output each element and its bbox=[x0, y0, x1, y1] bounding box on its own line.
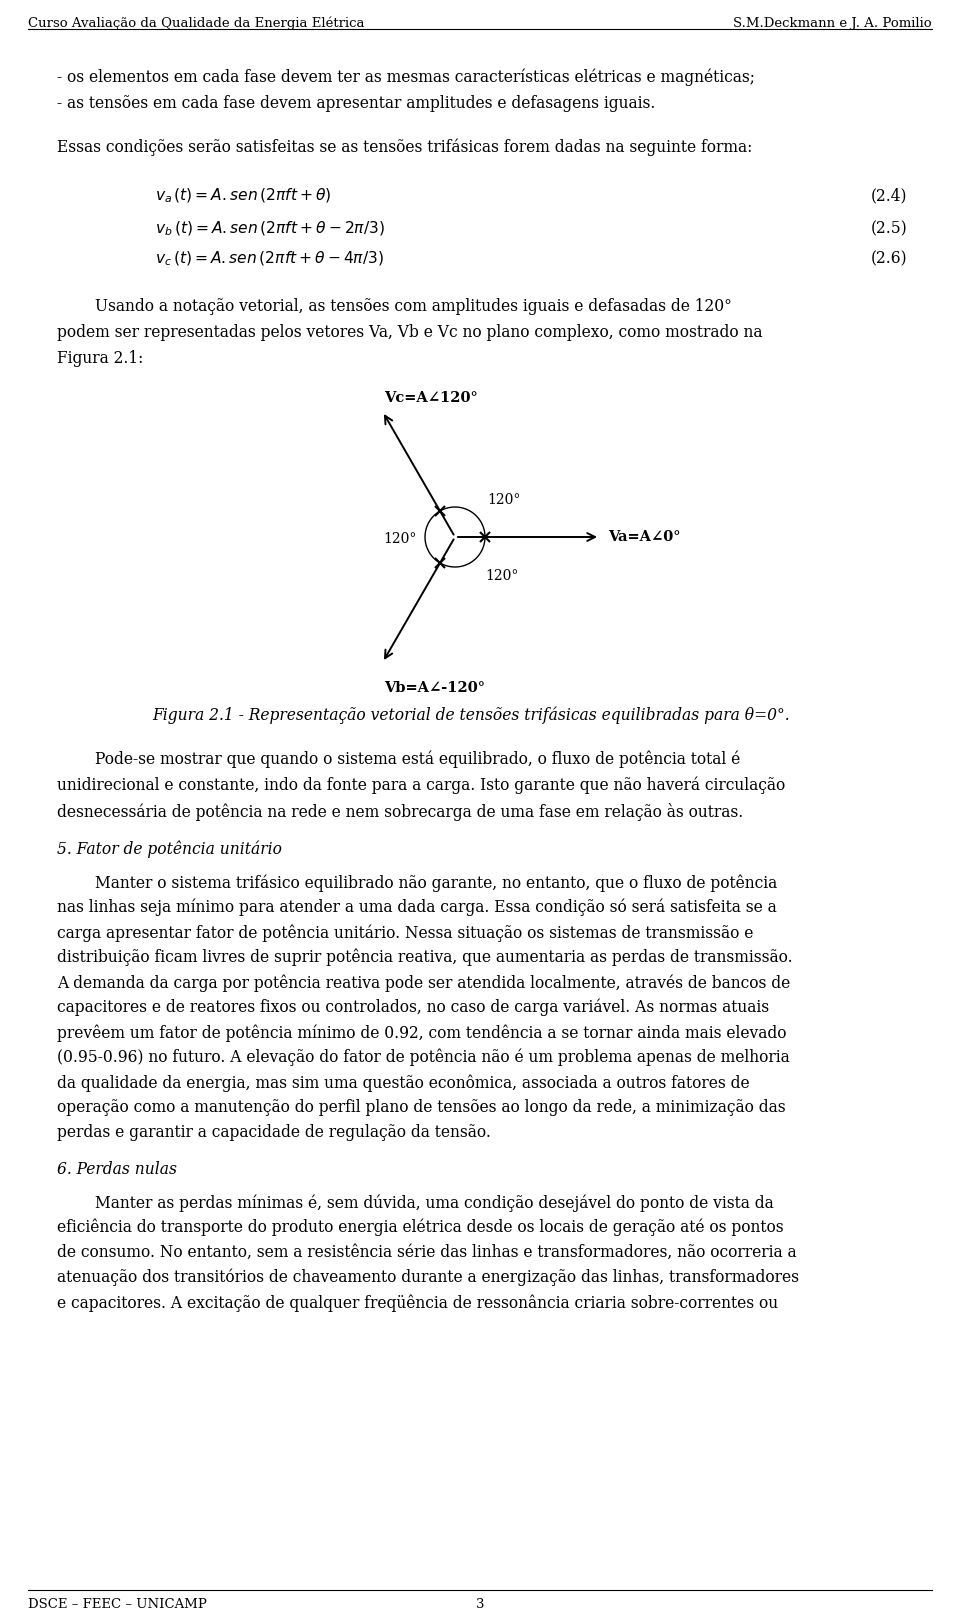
Text: de consumo. No entanto, sem a resistência série das linhas e transformadores, nã: de consumo. No entanto, sem a resistênci… bbox=[57, 1244, 797, 1260]
Text: Curso Avaliação da Qualidade da Energia Elétrica: Curso Avaliação da Qualidade da Energia … bbox=[28, 16, 365, 31]
Text: desnecessária de potência na rede e nem sobrecarga de uma fase em relação às out: desnecessária de potência na rede e nem … bbox=[57, 804, 743, 821]
Text: prevêem um fator de potência mínimo de 0.92, com tendência a se tornar ainda mai: prevêem um fator de potência mínimo de 0… bbox=[57, 1024, 786, 1042]
Text: DSCE – FEEC – UNICAMP: DSCE – FEEC – UNICAMP bbox=[28, 1597, 206, 1610]
Text: operação como a manutenção do perfil plano de tensões ao longo da rede, a minimi: operação como a manutenção do perfil pla… bbox=[57, 1098, 785, 1116]
Text: Va=A∠0°: Va=A∠0° bbox=[608, 530, 681, 544]
Text: Figura 2.1 - Representação vetorial de tensões trifásicas equilibradas para θ=0°: Figura 2.1 - Representação vetorial de t… bbox=[152, 706, 790, 724]
Text: (2.6): (2.6) bbox=[871, 249, 907, 267]
Text: Usando a notação vetorial, as tensões com amplitudes iguais e defasadas de 120°: Usando a notação vetorial, as tensões co… bbox=[95, 298, 732, 314]
Text: capacitores e de reatores fixos ou controlados, no caso de carga variável. As no: capacitores e de reatores fixos ou contr… bbox=[57, 1000, 769, 1016]
Text: distribuição ficam livres de suprir potência reativa, que aumentaria as perdas d: distribuição ficam livres de suprir potê… bbox=[57, 949, 793, 967]
Text: 120°: 120° bbox=[383, 531, 417, 546]
Text: eficiência do transporte do produto energia elétrica desde os locais de geração : eficiência do transporte do produto ener… bbox=[57, 1218, 783, 1236]
Text: atenuação dos transitórios de chaveamento durante a energização das linhas, tran: atenuação dos transitórios de chaveament… bbox=[57, 1268, 799, 1286]
Text: (2.4): (2.4) bbox=[871, 186, 907, 204]
Text: Manter o sistema trifásico equilibrado não garante, no entanto, que o fluxo de p: Manter o sistema trifásico equilibrado n… bbox=[95, 875, 778, 891]
Text: S.M.Deckmann e J. A. Pomilio: S.M.Deckmann e J. A. Pomilio bbox=[733, 16, 932, 31]
Text: - as tensões em cada fase devem apresentar amplitudes e defasagens iguais.: - as tensões em cada fase devem apresent… bbox=[57, 96, 656, 112]
Text: - os elementos em cada fase devem ter as mesmas características elétricas e magn: - os elementos em cada fase devem ter as… bbox=[57, 68, 755, 86]
Text: 3: 3 bbox=[476, 1597, 484, 1610]
Text: podem ser representadas pelos vetores Va, Vb e Vc no plano complexo, como mostra: podem ser representadas pelos vetores Va… bbox=[57, 324, 762, 340]
Text: 6. Perdas nulas: 6. Perdas nulas bbox=[57, 1162, 177, 1178]
Text: Pode-se mostrar que quando o sistema está equilibrado, o fluxo de potência total: Pode-se mostrar que quando o sistema est… bbox=[95, 752, 740, 768]
Text: $v_c\,(t) = A.sen\,( 2\pi ft + \theta - 4\pi / 3 )$: $v_c\,(t) = A.sen\,( 2\pi ft + \theta - … bbox=[155, 249, 384, 269]
Text: Essas condições serão satisfeitas se as tensões trifásicas forem dadas na seguin: Essas condições serão satisfeitas se as … bbox=[57, 139, 753, 157]
Text: unidirecional e constante, indo da fonte para a carga. Isto garante que não have: unidirecional e constante, indo da fonte… bbox=[57, 778, 785, 794]
Text: Figura 2.1:: Figura 2.1: bbox=[57, 350, 143, 368]
Text: (2.5): (2.5) bbox=[871, 220, 907, 237]
Text: da qualidade da energia, mas sim uma questão econômica, associada a outros fator: da qualidade da energia, mas sim uma que… bbox=[57, 1074, 750, 1092]
Text: $v_a\,(t) = A.sen\,( 2\pi ft + \theta )$: $v_a\,(t) = A.sen\,( 2\pi ft + \theta )$ bbox=[155, 186, 331, 206]
Text: 120°: 120° bbox=[487, 492, 520, 507]
Text: 5. Fator de potência unitário: 5. Fator de potência unitário bbox=[57, 841, 282, 859]
Text: $v_b\,(t) = A.sen\,( 2\pi ft + \theta - 2\pi / 3 )$: $v_b\,(t) = A.sen\,( 2\pi ft + \theta - … bbox=[155, 220, 385, 238]
Text: 120°: 120° bbox=[485, 569, 518, 583]
Text: A demanda da carga por potência reativa pode ser atendida localmente, através de: A demanda da carga por potência reativa … bbox=[57, 974, 790, 991]
Text: (0.95-0.96) no futuro. A elevação do fator de potência não é um problema apenas : (0.95-0.96) no futuro. A elevação do fat… bbox=[57, 1050, 790, 1066]
Text: carga apresentar fator de potência unitário. Nessa situação os sistemas de trans: carga apresentar fator de potência unitá… bbox=[57, 923, 754, 941]
Text: nas linhas seja mínimo para atender a uma dada carga. Essa condição só será sati: nas linhas seja mínimo para atender a um… bbox=[57, 899, 777, 917]
Text: Vb=A∠-120°: Vb=A∠-120° bbox=[385, 680, 486, 695]
Text: Manter as perdas mínimas é, sem dúvida, uma condição desejável do ponto de vista: Manter as perdas mínimas é, sem dúvida, … bbox=[95, 1194, 774, 1212]
Text: perdas e garantir a capacidade de regulação da tensão.: perdas e garantir a capacidade de regula… bbox=[57, 1124, 491, 1140]
Text: e capacitores. A excitação de qualquer freqüência de ressonância criaria sobre-c: e capacitores. A excitação de qualquer f… bbox=[57, 1294, 779, 1312]
Text: Vc=A∠120°: Vc=A∠120° bbox=[385, 392, 478, 405]
